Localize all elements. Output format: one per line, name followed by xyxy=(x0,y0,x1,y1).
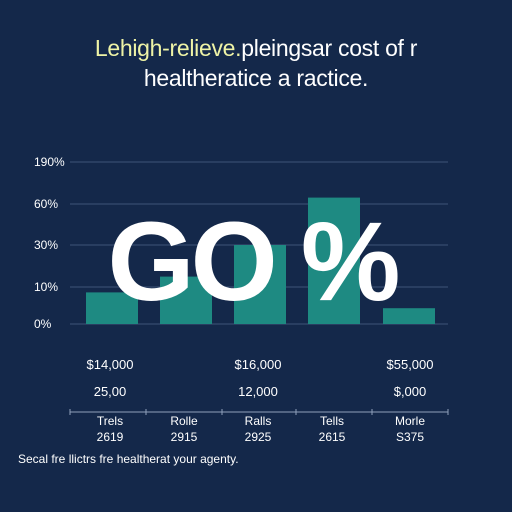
y-tick-label: 60% xyxy=(34,197,58,211)
footer-note: Secal fre llictrs fre healtherat your ag… xyxy=(18,452,239,466)
row2-value: 12,000 xyxy=(238,384,278,399)
category-label: Ralls xyxy=(245,414,272,428)
y-tick-label: 30% xyxy=(34,238,58,252)
category-year-label: 2915 xyxy=(171,430,198,444)
category-year-label: 2615 xyxy=(319,430,346,444)
row1-value: $14,000 xyxy=(87,357,134,372)
y-tick-label: 0% xyxy=(34,317,52,331)
row1-value: $55,000 xyxy=(387,357,434,372)
title-rest: pleingsar cost of r xyxy=(241,35,418,61)
category-year-label: S375 xyxy=(396,430,424,444)
chart-title: Lehigh-relieve.pleingsar cost of r healt… xyxy=(0,33,512,93)
category-year-label: 2925 xyxy=(245,430,272,444)
bar xyxy=(160,276,212,324)
title-highlight: Lehigh-relieve. xyxy=(94,35,242,61)
category-label: Rolle xyxy=(170,414,198,428)
bar xyxy=(383,308,435,324)
bar xyxy=(234,245,286,324)
row1-value: $16,000 xyxy=(235,357,282,372)
overlay-text: GO % xyxy=(108,199,398,324)
category-label: Tells xyxy=(320,414,344,428)
row2-value: 25,00 xyxy=(94,384,127,399)
y-tick-label: 10% xyxy=(34,280,58,294)
row2-value: $,000 xyxy=(394,384,427,399)
category-label: Trels xyxy=(97,414,123,428)
category-label: Morle xyxy=(395,414,425,428)
title-line-2: healtheratice a racticе. xyxy=(143,65,369,91)
category-year-label: 2619 xyxy=(97,430,124,444)
bar xyxy=(308,197,360,324)
bar xyxy=(86,292,138,324)
y-tick-label: 190% xyxy=(34,155,65,169)
